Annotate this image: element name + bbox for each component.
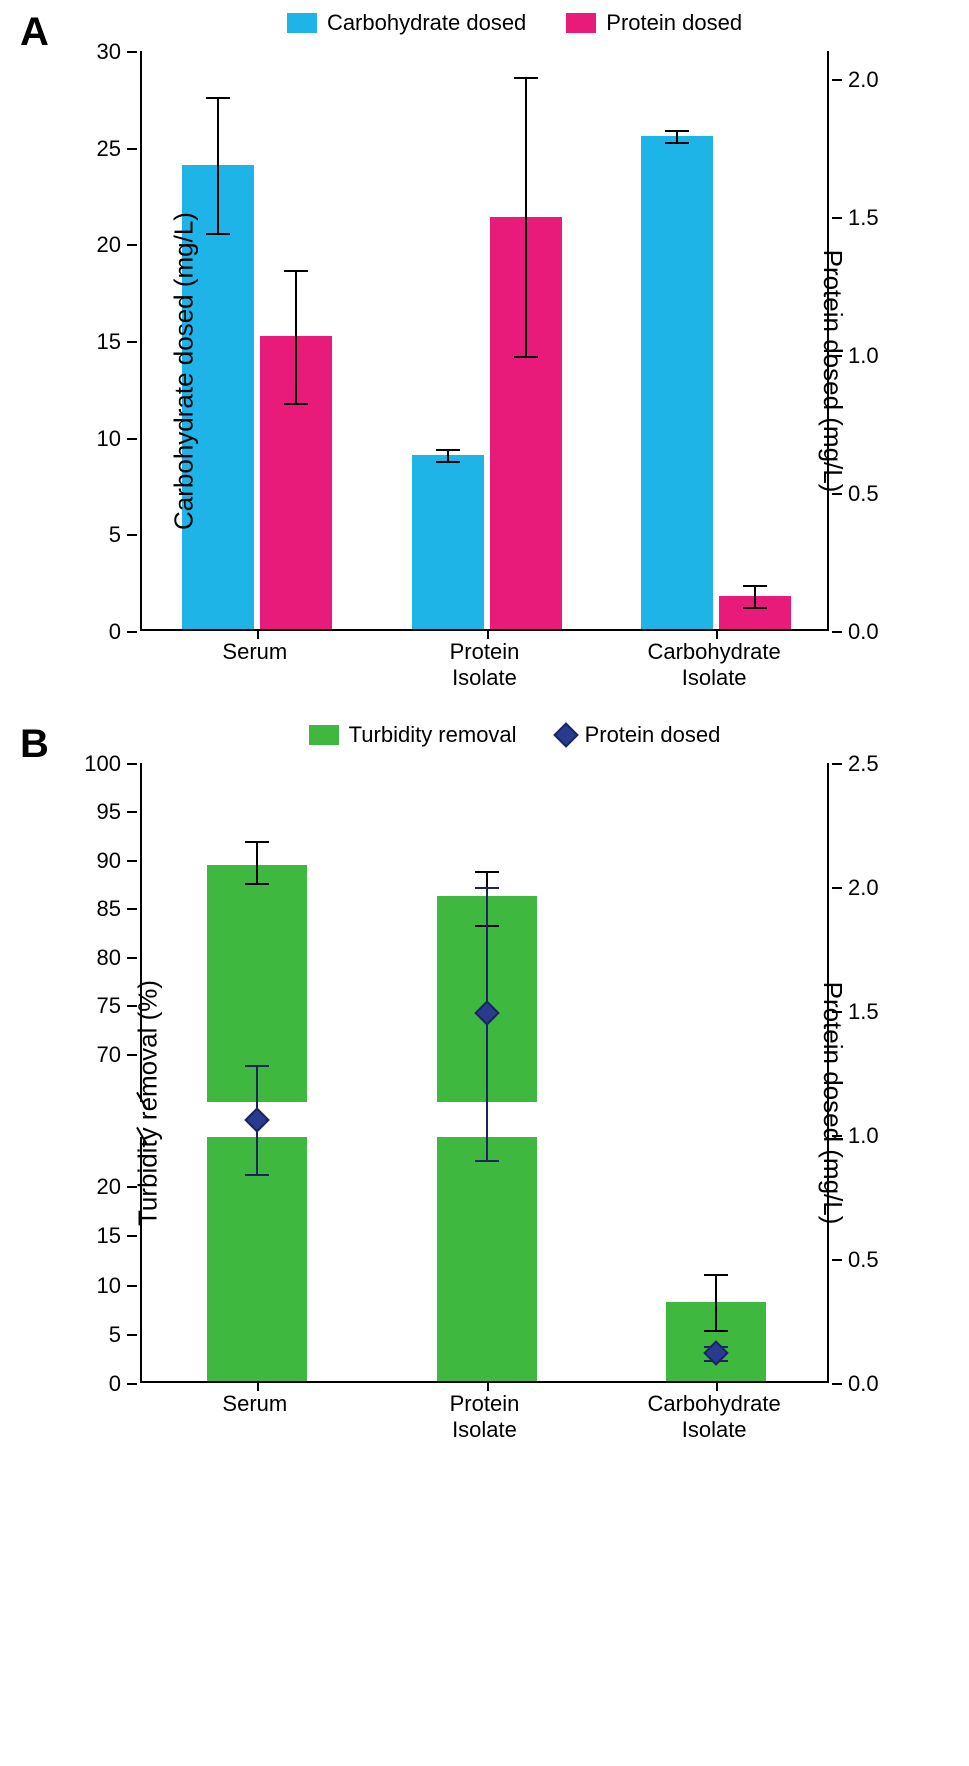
panel-b-label: B — [20, 722, 49, 767]
y-tick-left: 15 — [67, 1223, 137, 1249]
legend-text-carb: Carbohydrate dosed — [327, 10, 526, 36]
y-tick-right: 0.5 — [832, 1247, 902, 1273]
x-label: Serum — [140, 1391, 370, 1444]
x-label: ProteinIsolate — [370, 639, 600, 692]
legend-text-protein: Protein dosed — [606, 10, 742, 36]
x-labels-b: SerumProteinIsolateCarbohydrateIsolate — [140, 1391, 829, 1444]
legend-text-turbidity: Turbidity removal — [349, 722, 517, 748]
y-tick-left: 85 — [67, 896, 137, 922]
y-label-right-a: Protein dosed (mg/L) — [817, 250, 848, 493]
chart-b-container: 051015207075808590951000.00.51.01.52.02.… — [140, 763, 829, 1444]
bar-carbohydrate — [641, 136, 713, 629]
y-tick-left: 20 — [67, 1174, 137, 1200]
y-label-left-a: Carbohydrate dosed (mg/L) — [168, 212, 199, 530]
x-label: ProteinIsolate — [370, 1391, 600, 1444]
legend-item-turbidity: Turbidity removal — [309, 722, 517, 748]
y-tick-left: 0 — [67, 1371, 137, 1397]
y-tick-right: 0.0 — [832, 1371, 902, 1397]
legend-swatch-protein — [566, 13, 596, 33]
x-label: Serum — [140, 639, 370, 692]
panel-a-legend: Carbohydrate dosed Protein dosed — [70, 10, 959, 36]
y-tick-left: 70 — [67, 1042, 137, 1068]
bar-carbohydrate — [412, 455, 484, 629]
y-tick-left: 75 — [67, 993, 137, 1019]
x-label: CarbohydrateIsolate — [599, 639, 829, 692]
y-tick-left: 10 — [67, 1273, 137, 1299]
y-tick-right: 2.0 — [832, 67, 902, 93]
legend-item-carb: Carbohydrate dosed — [287, 10, 526, 36]
legend-swatch-carb — [287, 13, 317, 33]
y-tick-right: 2.0 — [832, 875, 902, 901]
bar-protein — [260, 336, 332, 629]
legend-diamond-protein — [553, 722, 578, 747]
y-tick-right: 1.5 — [832, 205, 902, 231]
y-tick-left: 100 — [67, 751, 137, 777]
y-tick-right: 2.5 — [832, 751, 902, 777]
panel-b-legend: Turbidity removal Protein dosed — [70, 722, 959, 748]
figure-container: A Carbohydrate dosed Protein dosed 05101… — [0, 0, 969, 1484]
x-label: CarbohydrateIsolate — [599, 1391, 829, 1444]
legend-item-protein: Protein dosed — [566, 10, 742, 36]
bar-protein — [719, 596, 791, 629]
chart-a-container: 0510152025300.00.51.01.52.0 Carbohydrate… — [140, 51, 829, 692]
y-tick-left: 5 — [67, 522, 137, 548]
y-tick-left: 0 — [67, 619, 137, 645]
y-tick-left: 30 — [67, 39, 137, 65]
chart-a-area: 0510152025300.00.51.01.52.0 — [140, 51, 829, 631]
y-label-left-b: Turbidity removal (%) — [133, 980, 164, 1226]
panel-a: A Carbohydrate dosed Protein dosed 05101… — [10, 10, 959, 692]
y-tick-left: 20 — [67, 232, 137, 258]
panel-a-label: A — [20, 10, 49, 55]
y-tick-left: 5 — [67, 1322, 137, 1348]
legend-item-protein-b: Protein dosed — [557, 722, 721, 748]
y-label-right-b: Protein dosed (mg/L) — [817, 982, 848, 1225]
y-tick-right: 0.0 — [832, 619, 902, 645]
y-tick-left: 10 — [67, 426, 137, 452]
legend-swatch-turbidity — [309, 725, 339, 745]
y-tick-left: 95 — [67, 799, 137, 825]
bar-protein — [490, 217, 562, 629]
y-tick-left: 80 — [67, 945, 137, 971]
x-labels-a: SerumProteinIsolateCarbohydrateIsolate — [140, 639, 829, 692]
chart-b-area: 051015207075808590951000.00.51.01.52.02.… — [140, 763, 829, 1383]
y-tick-left: 90 — [67, 848, 137, 874]
y-tick-left: 25 — [67, 136, 137, 162]
panel-b: B Turbidity removal Protein dosed 051015… — [10, 722, 959, 1444]
legend-text-protein-b: Protein dosed — [585, 722, 721, 748]
y-tick-left: 15 — [67, 329, 137, 355]
